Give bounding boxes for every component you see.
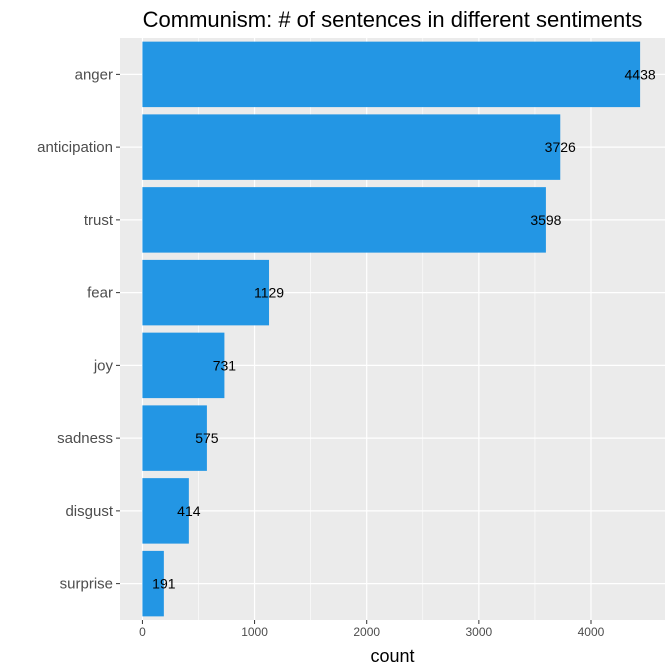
- y-tick-label-sadness: sadness: [57, 430, 113, 447]
- y-tick-label-anticipation: anticipation: [37, 139, 113, 156]
- y-tick-label-trust: trust: [84, 212, 114, 229]
- x-tick-label: 1000: [241, 625, 268, 639]
- y-tick-label-surprise: surprise: [60, 576, 113, 593]
- x-axis-title: count: [370, 646, 414, 666]
- y-tick-label-disgust: disgust: [65, 503, 113, 520]
- data-labels: 4438 3726 3598 1129 731 575 414 191: [152, 66, 656, 591]
- y-tick-label-fear: fear: [87, 285, 113, 302]
- bar-disgust: [142, 478, 189, 544]
- y-axis: anger anticipation trust fear joy sadness disg…: [37, 66, 120, 593]
- y-tick-label-joy: joy: [93, 357, 114, 374]
- bar-sadness: [142, 405, 207, 471]
- data-label-joy: 731: [213, 357, 237, 373]
- bar-anger: [142, 41, 641, 108]
- bar-surprise: [142, 550, 164, 617]
- x-axis: 0 1000 2000 3000 4000: [139, 620, 605, 639]
- data-label-sadness: 575: [195, 430, 219, 446]
- data-label-anger: 4438: [625, 66, 656, 82]
- data-label-disgust: 414: [177, 503, 201, 519]
- x-tick-label: 0: [139, 625, 146, 639]
- data-label-anticipation: 3726: [545, 139, 576, 155]
- bar-joy: [142, 332, 225, 399]
- y-tick-label-anger: anger: [75, 66, 113, 83]
- x-tick-label: 2000: [353, 625, 380, 639]
- data-label-trust: 3598: [530, 212, 561, 228]
- x-tick-label: 4000: [578, 625, 605, 639]
- x-tick-label: 3000: [465, 625, 492, 639]
- data-label-fear: 1129: [254, 285, 284, 301]
- chart-title: Communism: # of sentences in different s…: [143, 7, 643, 32]
- bar-fear: [142, 259, 270, 326]
- bar-anticipation: [142, 114, 561, 180]
- data-label-surprise: 191: [152, 576, 176, 592]
- bar-trust: [142, 187, 546, 253]
- bars: [142, 41, 641, 617]
